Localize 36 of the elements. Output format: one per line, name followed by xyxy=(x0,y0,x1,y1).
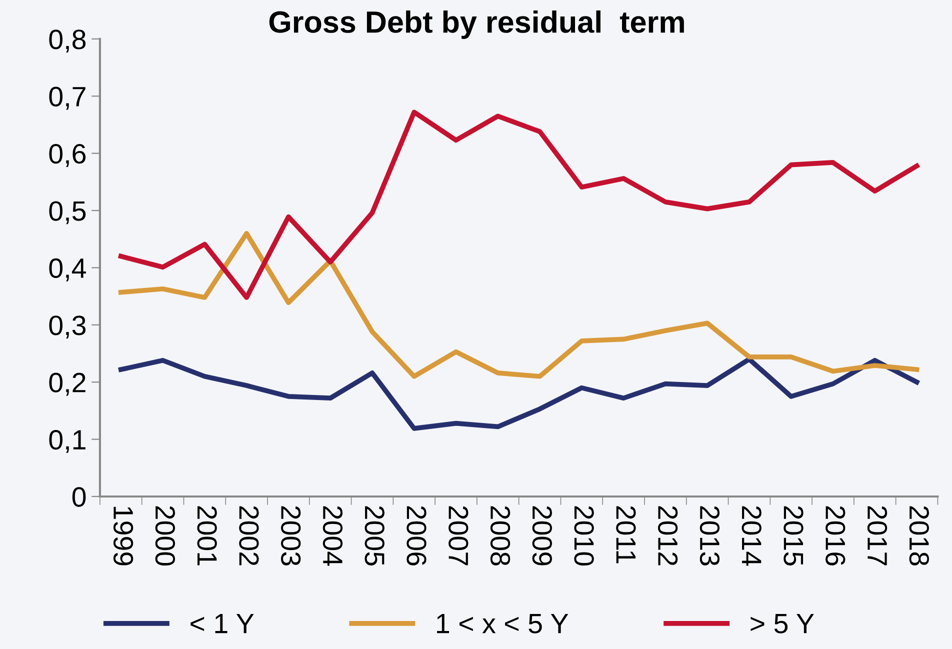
x-tick-label: 2000 xyxy=(155,506,176,566)
x-tick-label: 2013 xyxy=(700,506,720,566)
y-tick-label: 0,7 xyxy=(49,86,86,110)
x-tick-label: 2007 xyxy=(448,506,468,566)
y-tick-label: 0 xyxy=(72,487,86,507)
x-tick-label: 2017 xyxy=(867,506,888,566)
y-tick-label: 0,3 xyxy=(49,316,86,339)
x-tick-label: 1999 xyxy=(113,506,134,566)
x-tick-label: 2008 xyxy=(490,506,510,566)
x-tick-label: 2018 xyxy=(909,506,929,566)
y-tick-label: 0,8 xyxy=(49,30,86,53)
x-tick-label: 2005 xyxy=(364,506,384,566)
y-tick-label: 0,4 xyxy=(49,258,86,282)
x-tick-label: 2016 xyxy=(826,506,846,566)
x-tick-label: 2010 xyxy=(574,506,594,566)
x-tick-label: 2002 xyxy=(239,506,259,566)
y-tick-label: 0,6 xyxy=(49,144,86,167)
line-series xyxy=(118,110,920,300)
x-tick-label: 2003 xyxy=(281,506,301,566)
chart-title: Gross Debt by residual term xyxy=(269,10,684,39)
x-tick-label: 2014 xyxy=(742,506,762,566)
x-tick-label: 2009 xyxy=(532,506,552,566)
legend-label: 1 < x < 5 Y xyxy=(437,614,568,634)
y-tick-label: 0,5 xyxy=(49,201,86,224)
line-series xyxy=(118,356,920,431)
x-tick-label: 2012 xyxy=(658,506,678,566)
x-tick-label: 2015 xyxy=(784,506,804,566)
y-tick-label: 0,1 xyxy=(49,430,86,453)
y-tick-label: 0,2 xyxy=(49,372,86,396)
legend-label: < 1 Y xyxy=(190,614,254,634)
legend-label: > 5 Y xyxy=(750,614,814,634)
line-series xyxy=(118,230,920,379)
x-tick-label: 2004 xyxy=(322,506,343,566)
x-tick-label: 2011 xyxy=(616,506,636,564)
x-tick-label: 2001 xyxy=(197,506,217,566)
x-tick-label: 2006 xyxy=(406,506,426,566)
